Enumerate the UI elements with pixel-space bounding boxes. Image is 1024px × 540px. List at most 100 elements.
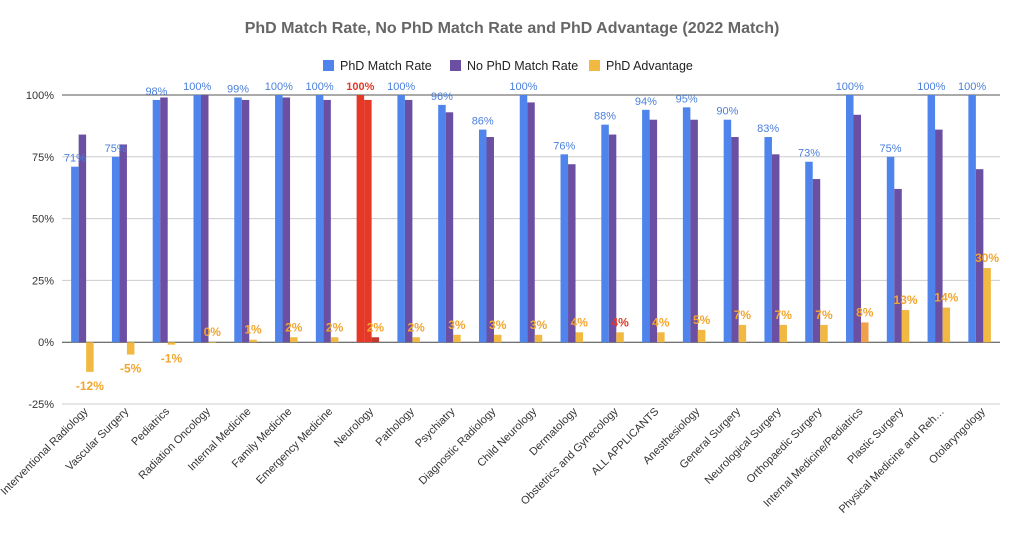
bar-no-phd-12 [568,164,576,343]
data-label-advantage: -12% [76,379,104,393]
data-label-advantage: 4% [611,315,629,329]
bar-advantage-10 [493,334,502,343]
chart-title: PhD Match Rate, No PhD Match Rate and Ph… [245,20,780,37]
data-labels: 71% -12% 75% -5% 98% -1% 100% 0% 99% 1% 100% 2% 100%… [64,81,1000,393]
legend-swatch-0 [323,60,334,71]
data-label-phd: 100% [183,81,211,93]
bar-phd-22 [968,95,976,343]
data-label-advantage: -1% [161,352,183,366]
bar-no-phd-5 [282,97,291,343]
x-tick-label: Neurological Surgery [703,405,784,486]
bar-advantage-6 [330,337,339,343]
y-tick-label: 75% [32,152,54,164]
data-label-phd: 100% [387,81,415,93]
data-label-advantage: 1% [244,323,262,337]
bar-no-phd-11 [527,102,535,343]
data-label-phd: 100% [917,81,945,93]
bar-phd-5 [275,95,283,343]
y-tick-label: 50% [32,214,54,226]
data-label-advantage: 14% [934,291,958,305]
bar-advantage-4 [249,339,257,343]
bar-phd-10 [478,129,487,343]
bar-no-phd-1 [119,144,127,343]
data-label-phd: 83% [757,123,779,135]
x-tick-label: Pediatrics [129,405,172,448]
data-label-phd: 86% [472,116,494,128]
bar-phd-12 [560,154,569,343]
data-label-phd: 75% [880,143,902,155]
data-label-phd: 88% [594,111,616,123]
bar-phd-6 [315,95,324,343]
bar-no-phd-20 [894,188,902,343]
bar-phd-21 [927,95,936,343]
data-label-advantage: 13% [894,293,918,307]
bar-advantage-7 [371,337,380,343]
data-label-phd: 90% [716,106,738,118]
data-label-phd: 99% [227,83,249,95]
legend-swatch-2 [589,60,600,71]
bar-phd-4 [234,97,242,343]
bar-advantage-3 [208,342,216,343]
bar-advantage-15 [697,329,706,343]
data-label-phd: 100% [509,81,537,93]
bar-no-phd-8 [404,99,413,343]
data-label-phd: 71% [64,153,86,165]
x-tick-label: Diagnostic Radiology [417,405,499,487]
bar-no-phd-6 [323,99,331,343]
legend-swatch-1 [450,60,461,71]
data-label-phd: 94% [635,96,657,108]
bar-phd-19 [846,95,854,343]
bar-phd-13 [601,124,609,343]
y-tick-label: -25% [28,399,54,411]
y-tick-label: 0% [38,337,54,349]
bar-advantage-18 [820,324,828,343]
data-label-phd: 100% [346,81,374,93]
x-tick-label: Orthopaedic Surgery [744,405,825,486]
bar-advantage-22 [983,268,991,343]
bar-phd-11 [519,95,528,343]
bar-no-phd-0 [78,134,87,343]
bar-no-phd-13 [608,134,617,343]
data-label-advantage: 2% [285,320,303,334]
bar-no-phd-19 [853,114,862,343]
bar-advantage-20 [901,310,910,343]
x-tick-label: Radiation Oncology [136,405,213,482]
bar-advantage-11 [534,334,543,343]
data-label-phd: 76% [553,140,575,152]
legend-label-0: PhD Match Rate [340,59,432,73]
bar-phd-2 [152,99,161,343]
data-label-phd: 75% [105,143,127,155]
bar-advantage-16 [738,324,747,343]
bars [71,95,991,372]
bar-no-phd-21 [935,129,943,343]
bar-advantage-14 [657,332,665,343]
data-label-advantage: 5% [693,313,711,327]
data-label-advantage: 2% [326,320,344,334]
bar-advantage-8 [412,337,420,343]
bar-no-phd-18 [812,179,821,343]
legend-label-1: No PhD Match Rate [467,59,578,73]
bar-advantage-1 [126,342,135,355]
data-label-advantage: 3% [530,318,548,332]
bar-no-phd-14 [649,119,658,343]
data-label-phd: 98% [145,86,167,98]
data-label-advantage: 2% [407,320,425,334]
bar-no-phd-16 [731,137,739,343]
bar-advantage-21 [942,307,951,343]
data-label-advantage: -5% [120,362,142,376]
data-label-phd: 95% [676,93,698,105]
bar-no-phd-22 [975,169,984,343]
y-tick-label: 25% [32,275,54,287]
bar-phd-9 [438,104,446,343]
bar-phd-18 [805,161,813,343]
bar-no-phd-4 [241,99,250,343]
bar-advantage-9 [453,334,461,343]
bar-advantage-0 [86,342,94,372]
bar-no-phd-3 [200,95,209,343]
x-tick-label: Neurology [332,405,376,449]
x-tick-label: Emergency Medicine [254,406,335,487]
bar-phd-3 [193,95,201,343]
